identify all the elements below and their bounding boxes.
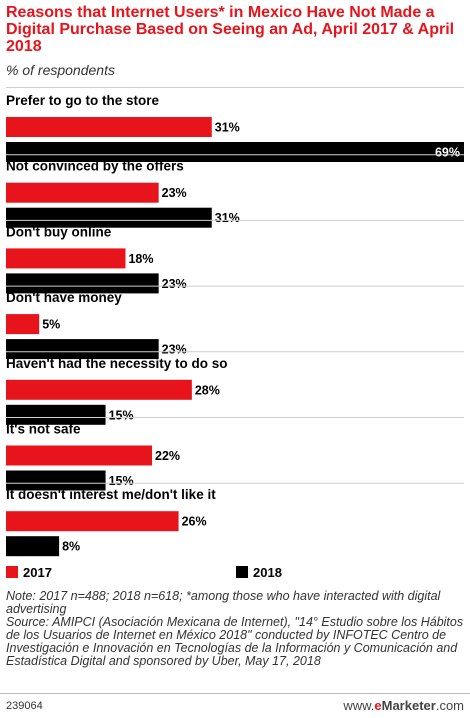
legend-label-2017: 2017	[23, 565, 52, 580]
value-label-2017-don-t-have-money: 5%	[42, 318, 60, 332]
value-label-2017-it-s-not-safe: 22%	[155, 449, 180, 463]
bar-2018-don-t-have-money	[6, 339, 159, 360]
value-label-2017-not-convinced-by-the-offers: 23%	[162, 186, 187, 200]
emarketer-logo: www.eMarketer.com	[343, 698, 464, 713]
category-label-don-t-buy-online: Don't buy online	[6, 224, 112, 239]
bar-2018-prefer-to-go-to-the-store	[6, 142, 464, 162]
category-label-prefer-to-go-to-the-store: Prefer to go to the store	[6, 93, 160, 108]
bar-2017-it-s-not-safe	[6, 445, 153, 466]
category-label-haven-t-had-the-necessity-to-do-so: Haven't had the necessity to do so	[6, 356, 228, 371]
value-label-2017-don-t-buy-online: 18%	[128, 252, 153, 266]
chart-notes: Note: 2017 n=488; 2018 n=618; *among tho…	[6, 590, 466, 668]
bar-2018-it-s-not-safe	[6, 470, 106, 491]
value-label-2017-prefer-to-go-to-the-store: 31%	[215, 121, 240, 135]
category-label-it-s-not-safe: It's not safe	[6, 422, 81, 437]
footer: 239064 www.eMarketer.com	[0, 693, 470, 718]
value-label-2018-it-doesn-t-interest-me-don-t-like-it: 8%	[62, 540, 80, 554]
bar-2017-haven-t-had-the-necessity-to-do-so	[6, 379, 192, 400]
value-label-2018-it-s-not-safe: 15%	[109, 474, 134, 488]
bar-2017-not-convinced-by-the-offers	[6, 182, 159, 203]
value-label-2018-don-t-buy-online: 23%	[162, 277, 187, 291]
category-label-not-convinced-by-the-offers: Not convinced by the offers	[6, 159, 184, 174]
chart-title: Reasons that Internet Users* in Mexico H…	[6, 4, 455, 55]
legend-swatch-2017	[6, 566, 18, 578]
bar-2017-don-t-buy-online	[6, 248, 126, 269]
bar-2018-don-t-buy-online	[6, 273, 159, 294]
value-label-2018-don-t-have-money: 23%	[162, 343, 187, 357]
category-label-don-t-have-money: Don't have money	[6, 290, 122, 305]
value-label-2018-not-convinced-by-the-offers: 31%	[215, 211, 240, 225]
bar-2018-it-doesn-t-interest-me-don-t-like-it	[6, 536, 60, 557]
legend-item-2018: 2018	[236, 565, 282, 580]
value-label-2017-haven-t-had-the-necessity-to-do-so: 28%	[195, 383, 220, 397]
legend-label-2018: 2018	[253, 565, 282, 580]
source-text: Source: AMIPCI (Asociación Mexicana de I…	[6, 615, 464, 668]
legend-item-2017: 2017	[6, 565, 52, 580]
value-label-2018-haven-t-had-the-necessity-to-do-so: 15%	[109, 408, 134, 422]
category-label-it-doesn-t-interest-me-don-t-like-it: It doesn't interest me/don't like it	[6, 487, 216, 502]
note-text: Note: 2017 n=488; 2018 n=618; *among tho…	[6, 589, 441, 616]
value-label-2018-prefer-to-go-to-the-store: 69%	[435, 146, 460, 160]
value-label-2017-it-doesn-t-interest-me-don-t-like-it: 26%	[182, 515, 207, 529]
bar-2017-don-t-have-money	[6, 314, 40, 335]
bar-2018-not-convinced-by-the-offers	[6, 207, 212, 228]
bar-2017-it-doesn-t-interest-me-don-t-like-it	[6, 511, 179, 532]
chart-id: 239064	[6, 700, 43, 712]
chart-subtitle: % of respondents	[6, 62, 115, 78]
bar-chart: Prefer to go to the store 31% 69% Not convi…	[6, 93, 464, 557]
legend-swatch-2018	[236, 566, 248, 578]
bar-2018-haven-t-had-the-necessity-to-do-so	[6, 404, 106, 425]
top-divider	[6, 87, 464, 88]
bar-2017-prefer-to-go-to-the-store	[6, 117, 212, 137]
